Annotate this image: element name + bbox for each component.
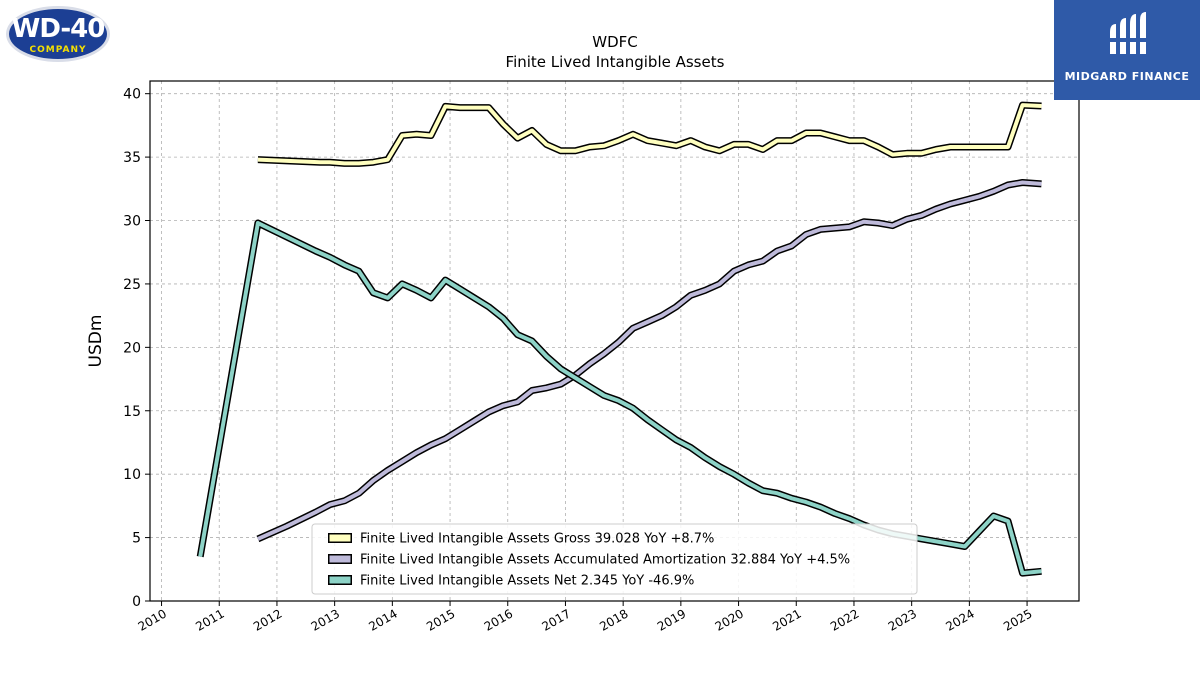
y-tick-label: 20 xyxy=(123,340,141,356)
x-tick-label: 2011 xyxy=(193,606,226,633)
midgard-mark-icon xyxy=(1108,12,1148,54)
x-tick-label: 2018 xyxy=(597,606,630,633)
x-tick-label: 2023 xyxy=(886,606,919,633)
legend-label-1: Finite Lived Intangible Assets Accumulat… xyxy=(360,553,850,568)
series-outline-1 xyxy=(256,179,1042,543)
x-tick-label: 2016 xyxy=(482,606,515,633)
legend-swatch-2 xyxy=(329,576,351,584)
y-tick-label: 5 xyxy=(132,531,141,547)
grid xyxy=(150,81,1079,602)
legend-swatch-0 xyxy=(329,534,351,542)
series-group xyxy=(196,101,1042,577)
midgard-finance-logo: MIDGARD FINANCE xyxy=(1054,0,1200,100)
legend-box xyxy=(311,523,918,595)
x-tick-label: 2025 xyxy=(1001,606,1034,633)
chart-title: WDFC xyxy=(592,33,637,51)
legend-label-2: Finite Lived Intangible Assets Net 2.345… xyxy=(360,574,694,589)
y-tick-label: 0 xyxy=(132,594,141,610)
y-tick-label: 35 xyxy=(123,150,141,166)
legend: Finite Lived Intangible Assets Gross 39.… xyxy=(311,523,918,595)
y-tick-label: 40 xyxy=(123,87,141,103)
legend-swatch-1 xyxy=(329,555,351,563)
chart-subtitle: Finite Lived Intangible Assets xyxy=(506,53,725,71)
x-tick-label: 2012 xyxy=(251,606,284,633)
x-tick-label: 2019 xyxy=(655,606,688,633)
x-tick-label: 2024 xyxy=(943,606,976,633)
x-tick-label: 2010 xyxy=(136,606,169,633)
y-tick-label: 25 xyxy=(123,277,141,293)
y-tick-label: 10 xyxy=(123,467,141,483)
wd40-logo-main: WD-40 xyxy=(11,14,106,44)
x-tick-label: 2021 xyxy=(770,606,803,633)
wd40-logo-sub: COMPANY xyxy=(29,45,87,55)
midgard-finance-name: MIDGARD FINANCE xyxy=(1064,70,1190,83)
y-tick-label: 15 xyxy=(123,404,141,420)
x-tick-label: 2022 xyxy=(828,606,861,633)
series-outline-2 xyxy=(196,219,1042,577)
x-tick-label: 2017 xyxy=(539,606,572,633)
y-tick-label: 30 xyxy=(123,214,141,230)
y-axis-label: USDm xyxy=(86,315,106,368)
legend-label-0: Finite Lived Intangible Assets Gross 39.… xyxy=(360,532,714,547)
series-line-0 xyxy=(257,103,1042,166)
x-tick-label: 2014 xyxy=(366,606,399,633)
series-line-1 xyxy=(257,180,1042,541)
x-tick-label: 2013 xyxy=(309,606,342,633)
x-tick-label: 2015 xyxy=(424,606,457,633)
wd40-logo: WD-40 COMPANY xyxy=(6,6,110,62)
x-tick-label: 2020 xyxy=(713,606,746,633)
plot-area-frame xyxy=(149,80,1080,602)
